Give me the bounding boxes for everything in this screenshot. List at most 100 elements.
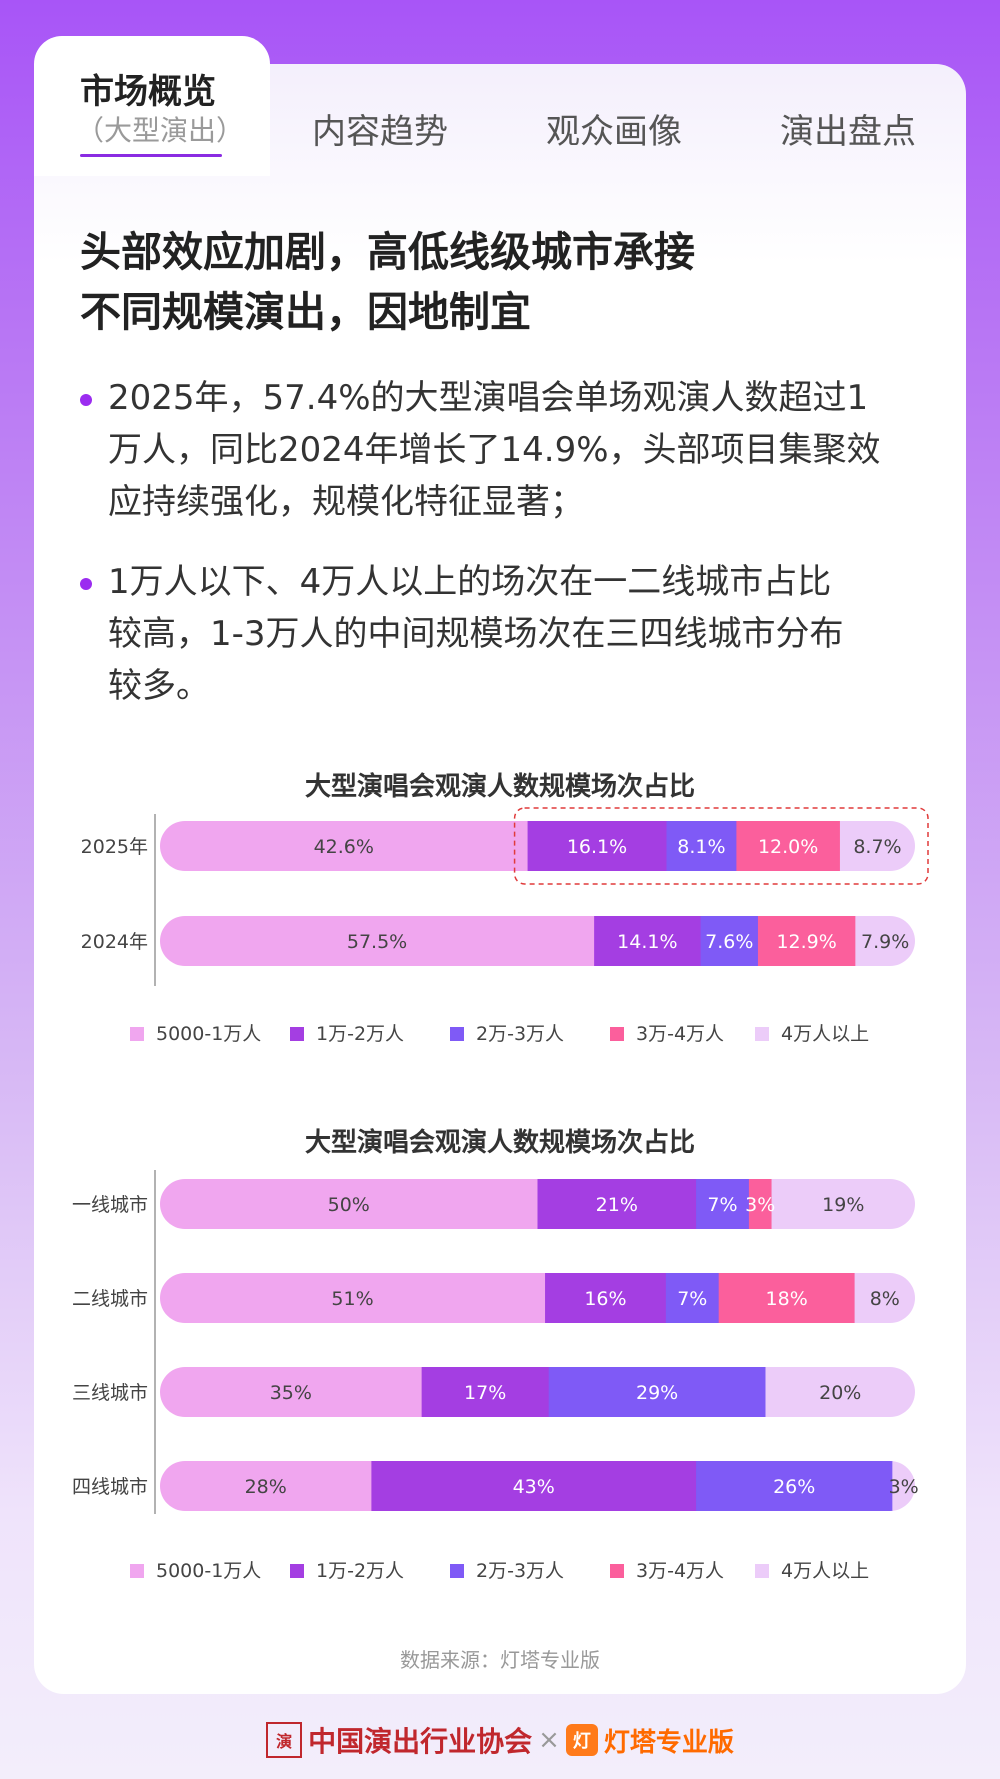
bullet-2-line-3: 较多。 <box>108 666 210 706</box>
category-label-3: 四线城市 <box>72 1476 148 1498</box>
bar-segment-2-0 <box>160 1367 423 1417</box>
bar-row-0 <box>160 1179 915 1229</box>
legend-label-1: 1万-2万人 <box>316 1560 404 1582</box>
legend-swatch-1 <box>290 1564 304 1578</box>
category-label-1: 二线城市 <box>72 1288 148 1310</box>
bar-segment-3-1 <box>371 1461 697 1511</box>
chart-2: 50% 21% 7% 3% 19% 一线城市 51% 16% 7% 18% 8% 二线城市 35% 17%… <box>72 1170 919 1582</box>
bar-segment-3-2 <box>696 1461 893 1511</box>
data-label-0-0: 42.6% <box>314 836 374 858</box>
bar-segment-2-1 <box>421 1367 550 1417</box>
bar-segment-0-2 <box>696 1179 750 1229</box>
bar-segment-0-1 <box>527 821 667 871</box>
data-label-0-4: 8.7% <box>853 836 901 858</box>
tab-market-overview[interactable]: 市场概览 （大型演出） <box>34 36 270 176</box>
tab-market-overview-title: 市场概览 <box>80 72 216 112</box>
data-label-3-0: 28% <box>245 1476 287 1498</box>
legend-swatch-2 <box>450 1027 464 1041</box>
data-label-2-2: 29% <box>636 1382 678 1404</box>
chart-1-title: 大型演唱会观演人数规模场次占比 <box>304 772 695 802</box>
data-label-0-0: 50% <box>328 1194 370 1216</box>
data-label-0-1: 16.1% <box>567 836 627 858</box>
data-label-1-1: 16% <box>584 1288 626 1310</box>
data-label-1-4: 7.9% <box>861 931 909 953</box>
dengta-logo-icon: 灯 <box>565 1724 598 1756</box>
data-label-3-1: 43% <box>513 1476 555 1498</box>
legend-label-4: 4万人以上 <box>781 1023 869 1045</box>
category-label-1: 2024年 <box>81 931 148 953</box>
data-label-0-2: 7% <box>707 1194 737 1216</box>
legend-label-0: 5000-1万人 <box>156 1560 261 1582</box>
data-label-1-3: 12.9% <box>776 931 836 953</box>
category-label-0: 一线城市 <box>72 1194 148 1216</box>
bar-segment-2-2 <box>548 1367 766 1417</box>
legend-swatch-3 <box>610 1564 624 1578</box>
bar-segment-1-2 <box>700 916 759 966</box>
tab-content-trends[interactable]: 内容趋势 <box>312 112 448 152</box>
bullet-1: 2025年，57.4%的大型演唱会单场观演人数超过1 万人，同比2024年增长了… <box>80 372 920 528</box>
bar-row-0 <box>160 821 915 871</box>
tab-market-overview-subtitle: （大型演出） <box>76 114 245 147</box>
data-label-3-2: 26% <box>773 1476 815 1498</box>
association-seal-icon: 演 <box>266 1722 303 1758</box>
bullet-1-line-3: 应持续强化，规模化特征显著； <box>108 482 584 522</box>
data-label-3-4: 3% <box>889 1476 919 1498</box>
legend-swatch-0 <box>130 1027 144 1041</box>
headline: 头部效应加剧，高低线级城市承接 不同规模演出，因地制宜 <box>80 222 695 342</box>
legend-label-1: 1万-2万人 <box>316 1023 404 1045</box>
data-label-0-3: 3% <box>745 1194 775 1216</box>
bar-segment-0-2 <box>666 821 737 871</box>
bar-row-1 <box>160 1273 915 1323</box>
data-label-1-3: 18% <box>766 1288 808 1310</box>
legend-swatch-2 <box>450 1564 464 1578</box>
bar-segment-1-4 <box>854 1273 915 1323</box>
bullet-1-line-2: 万人，同比2024年增长了14.9%，头部项目集聚效 <box>108 430 881 470</box>
tab-audience-profile[interactable]: 观众画像 <box>546 112 682 152</box>
bar-segment-3-0 <box>160 1461 372 1511</box>
content-card <box>34 64 966 1694</box>
bar-row-1 <box>160 916 915 966</box>
tab-show-review[interactable]: 演出盘点 <box>780 112 916 152</box>
legend-label-4: 4万人以上 <box>781 1560 869 1582</box>
bar-segment-2-4 <box>765 1367 915 1417</box>
data-source: 数据来源：灯塔专业版 <box>400 1648 600 1672</box>
bar-segment-1-0 <box>160 1273 546 1323</box>
bar-segment-0-4 <box>839 821 915 871</box>
data-label-1-0: 51% <box>331 1288 373 1310</box>
bullet-2-line-1: 1万人以下、4万人以上的场次在一二线城市占比 <box>108 562 832 602</box>
bullet-1-line-1: 2025年，57.4%的大型演唱会单场观演人数超过1 <box>108 378 869 418</box>
dengta-brand: 灯塔专业版 <box>603 1727 734 1758</box>
legend-swatch-4 <box>755 1564 769 1578</box>
legend-label-2: 2万-3万人 <box>476 1560 564 1582</box>
data-label-1-1: 14.1% <box>617 931 677 953</box>
bullet-dot <box>80 578 92 590</box>
footer-logos: 演 中国演出行业协会 × 灯 灯塔专业版 <box>0 1720 1000 1760</box>
bar-segment-1-3 <box>718 1273 856 1323</box>
chart-2-title: 大型演唱会观演人数规模场次占比 <box>304 1128 695 1158</box>
headline-line-1: 头部效应加剧，高低线级城市承接 <box>80 228 695 276</box>
bar-segment-1-4 <box>855 916 915 966</box>
bar-segment-0-1 <box>537 1179 697 1229</box>
category-label-0: 2025年 <box>81 836 148 858</box>
data-label-0-1: 21% <box>596 1194 638 1216</box>
legend-swatch-4 <box>755 1027 769 1041</box>
highlight-box <box>513 807 929 885</box>
bar-segment-0-3 <box>736 821 841 871</box>
legend-label-0: 5000-1万人 <box>156 1023 261 1045</box>
legend-swatch-1 <box>290 1027 304 1041</box>
data-label-0-3: 12.0% <box>758 836 818 858</box>
data-label-1-2: 7% <box>677 1288 707 1310</box>
bar-row-3 <box>160 1461 915 1511</box>
bar-segment-1-2 <box>665 1273 720 1323</box>
data-label-2-0: 35% <box>270 1382 312 1404</box>
bar-segment-0-0 <box>160 821 529 871</box>
bar-segment-3-4 <box>892 1461 915 1511</box>
data-label-1-2: 7.6% <box>705 931 753 953</box>
legend-swatch-3 <box>610 1027 624 1041</box>
legend-label-3: 3万-4万人 <box>636 1560 724 1582</box>
data-label-0-2: 8.1% <box>677 836 725 858</box>
bar-segment-0-4 <box>771 1179 915 1229</box>
bar-row-2 <box>160 1367 915 1417</box>
data-label-1-0: 57.5% <box>347 931 407 953</box>
bar-segment-1-1 <box>545 1273 667 1323</box>
